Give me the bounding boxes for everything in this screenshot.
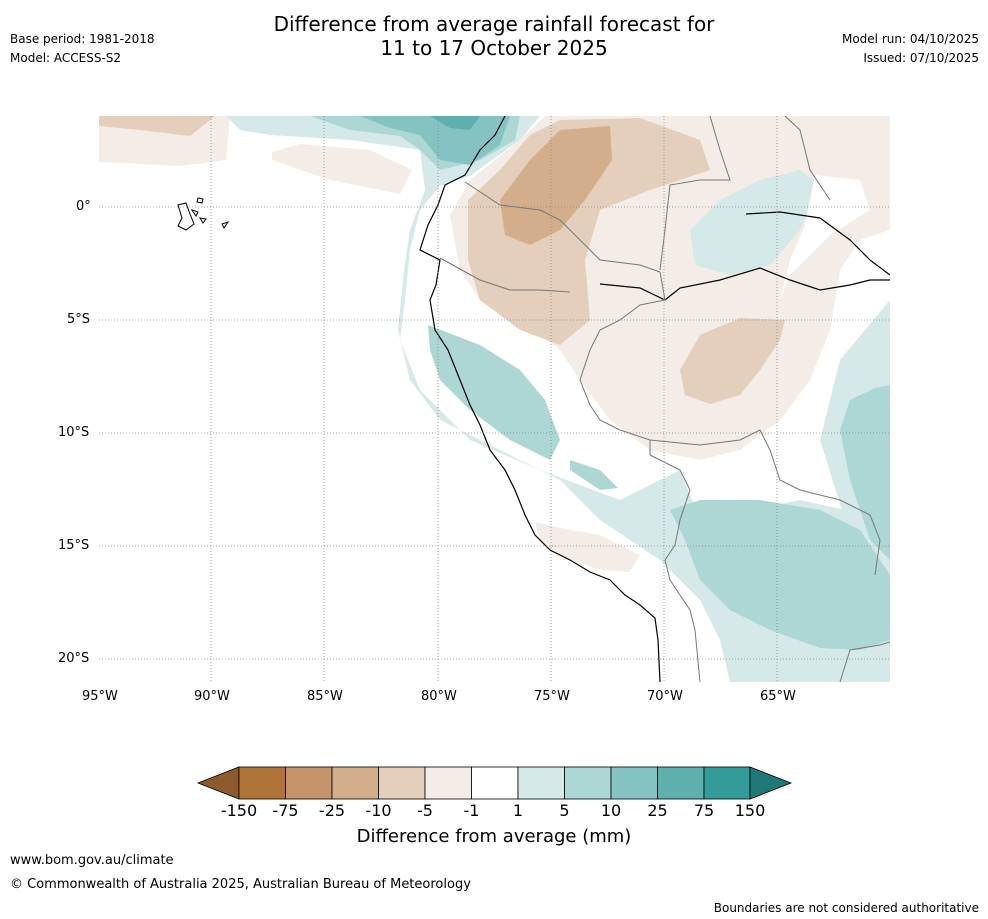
coastline-south-america	[419, 116, 661, 682]
title-line-1: Difference from average rainfall forecas…	[273, 12, 715, 36]
model-run: Model run: 04/10/2025	[841, 32, 979, 46]
lon-label-90w: 90°W	[194, 689, 230, 704]
contour-above-average-peru-patch	[570, 460, 618, 490]
amazon-river	[745, 211, 890, 276]
colorbar-tick: 10	[600, 801, 622, 820]
colorbar-bin-6	[471, 766, 519, 800]
title-line-2: 11 to 17 October 2025	[380, 36, 608, 60]
country-borders	[439, 116, 890, 682]
contour-above-average-north-peak	[430, 116, 480, 130]
colorbar-bin-8	[564, 766, 612, 800]
contour-above-average-amazon-north	[690, 170, 820, 275]
lon-label-85w: 85°W	[307, 689, 343, 704]
model-name: Model: ACCESS-S2	[10, 51, 122, 65]
colorbar-tick: -150	[220, 801, 258, 820]
lat-label-20s: 20°S	[58, 651, 90, 666]
colorbar-tick: -1	[463, 801, 480, 820]
colorbar-bin-1	[238, 766, 286, 800]
colorbar-bin-11	[703, 766, 751, 800]
lat-label-5s: 5°S	[67, 312, 91, 327]
contour-below-average-ocean-patch	[272, 144, 412, 194]
copyright-notice: © Commonwealth of Australia 2025, Austra…	[10, 877, 471, 892]
colorbar-tick: 5	[559, 801, 570, 820]
colorbar-tick: 1	[512, 801, 524, 820]
contour-near-average-gap	[780, 175, 870, 300]
map-title: Difference from average rainfall forecas…	[0, 12, 988, 60]
lat-label-0: 0°	[76, 199, 91, 214]
contour-above-average-peru-coast	[428, 325, 560, 460]
colorbar-title: Difference from average (mm)	[356, 826, 632, 847]
contour-below-average-south-patch	[680, 318, 785, 404]
colorbar-bin-10	[657, 766, 705, 800]
colorbar-bin-5	[424, 766, 472, 800]
lon-label-70w: 70°W	[647, 689, 683, 704]
contour-below-average-ocean-north-strong	[99, 116, 215, 136]
website-link[interactable]: www.bom.gov.au/climate	[10, 853, 174, 868]
contour-above-average-north-strongest	[360, 116, 510, 165]
lon-label-65w: 65°W	[760, 689, 796, 704]
colorbar-tick: -75	[272, 801, 299, 820]
colorbar-tick: 25	[647, 801, 668, 820]
colorbar-bin-7	[517, 766, 565, 800]
colorbar-tick: -25	[318, 801, 346, 820]
colorbar	[196, 766, 793, 800]
colorbar-extend-high	[749, 766, 793, 800]
lon-label-95w: 95°W	[82, 689, 118, 704]
lat-label-15s: 15°S	[58, 538, 90, 553]
lat-label-10s: 10°S	[58, 425, 90, 440]
coastline-north	[599, 267, 890, 301]
colorbar-tick: -10	[365, 801, 392, 820]
colorbar-tick: 75	[693, 801, 715, 820]
lon-label-80w: 80°W	[421, 689, 457, 704]
galapagos-islands	[177, 197, 230, 231]
boundary-disclaimer: Boundaries are not considered authoritat…	[713, 901, 979, 915]
colorbar-extend-low	[196, 766, 240, 800]
contour-above-average-bolivia	[670, 500, 890, 650]
colorbar-bin-9	[610, 766, 658, 800]
colorbar-bin-2	[285, 766, 333, 800]
colorbar-bin-3	[331, 766, 379, 800]
graticule	[99, 116, 890, 682]
colorbar-tick: -5	[417, 801, 433, 820]
lon-label-75w: 75°W	[534, 689, 570, 704]
contour-above-average-east-stronger	[840, 385, 890, 560]
contour-below-average-amazon-peak	[500, 126, 612, 245]
issued-date: Issued: 07/10/2025	[863, 51, 979, 65]
base-period: Base period: 1981-2018	[10, 32, 155, 46]
contour-below-average-south-coast	[535, 522, 640, 572]
colorbar-tick: 150	[734, 801, 766, 820]
colorbar-bin-4	[378, 766, 426, 800]
